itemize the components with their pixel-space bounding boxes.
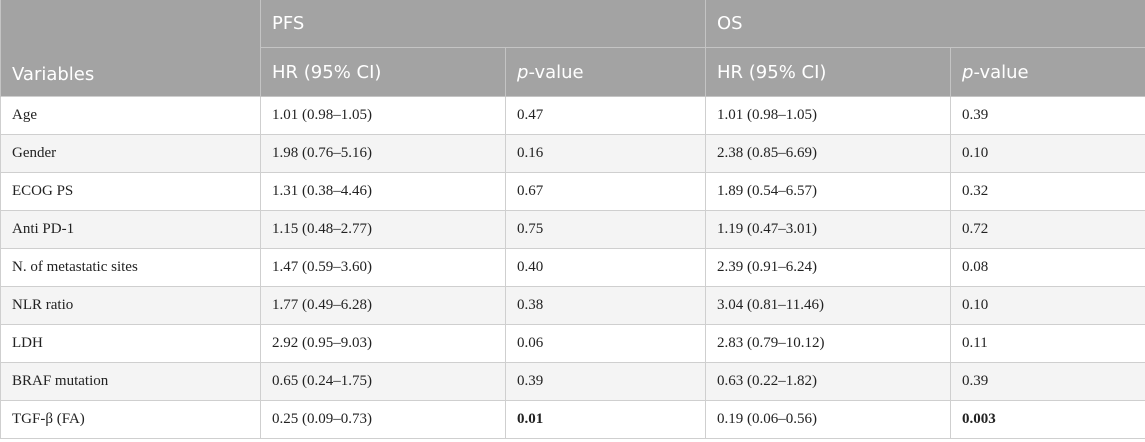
header-pfs-hr: HR (95% CI) <box>260 47 506 97</box>
cell-os-p: 0.10 <box>950 286 1145 325</box>
table-row: TGF-β (FA) 0.25 (0.09–0.73) 0.01 0.19 (0.06… <box>0 400 1145 439</box>
cell-variable: LDH <box>0 324 261 363</box>
header-os-hr: HR (95% CI) <box>705 47 952 97</box>
cell-variable: Age <box>0 96 261 135</box>
cell-os-p: 0.10 <box>950 134 1145 173</box>
cell-os-hr: 3.04 (0.81–11.46) <box>705 286 952 325</box>
table-row: BRAF mutation 0.65 (0.24–1.75) 0.39 0.63 (0… <box>0 362 1145 401</box>
cell-os-p: 0.32 <box>950 172 1145 211</box>
p-italic: p <box>517 61 529 83</box>
p-suffix: -value <box>528 61 584 83</box>
header-pfs: PFS <box>259 0 707 48</box>
cell-os-hr: 0.19 (0.06–0.56) <box>705 400 952 439</box>
cell-os-hr: 1.01 (0.98–1.05) <box>705 96 952 135</box>
cell-pfs-hr: 1.31 (0.38–4.46) <box>260 172 506 211</box>
header-os-p: p-value <box>950 47 1145 97</box>
cell-variable: TGF-β (FA) <box>0 400 261 439</box>
cell-pfs-hr: 1.77 (0.49–6.28) <box>260 286 506 325</box>
cell-pfs-p: 0.75 <box>504 210 707 249</box>
cell-os-p: 0.39 <box>950 362 1145 401</box>
header-pfs-p: p-value <box>504 47 707 97</box>
cell-pfs-p: 0.39 <box>504 362 707 401</box>
cell-pfs-hr: 2.92 (0.95–9.03) <box>260 324 506 363</box>
cell-variable: Anti PD-1 <box>0 210 261 249</box>
cell-os-p: 0.08 <box>950 248 1145 287</box>
cell-variable: BRAF mutation <box>0 362 261 401</box>
table-body: Age 1.01 (0.98–1.05) 0.47 1.01 (0.98–1.05) 0… <box>0 96 1145 439</box>
cell-os-hr: 0.63 (0.22–1.82) <box>705 362 952 401</box>
p-italic: p <box>962 61 974 83</box>
p-suffix: -value <box>973 61 1029 83</box>
table-row: Anti PD-1 1.15 (0.48–2.77) 0.75 1.19 (0.47–… <box>0 210 1145 249</box>
cell-pfs-hr: 1.47 (0.59–3.60) <box>260 248 506 287</box>
cell-os-p: 0.39 <box>950 96 1145 135</box>
cell-pfs-p: 0.38 <box>504 286 707 325</box>
header-variables: Variables <box>0 0 261 97</box>
header-group-row: Variables PFS OS <box>0 0 1145 97</box>
table-row: NLR ratio 1.77 (0.49–6.28) 0.38 3.04 (0.81–… <box>0 286 1145 325</box>
table-row: Gender 1.98 (0.76–5.16) 0.16 2.38 (0.85–6.6… <box>0 134 1145 173</box>
cell-variable: NLR ratio <box>0 286 261 325</box>
cell-pfs-hr: 1.15 (0.48–2.77) <box>260 210 506 249</box>
cell-os-hr: 2.39 (0.91–6.24) <box>705 248 952 287</box>
cell-pfs-p: 0.67 <box>504 172 707 211</box>
cell-os-hr: 2.38 (0.85–6.69) <box>705 134 952 173</box>
table-row: N. of metastatic sites 1.47 (0.59–3.60) 0.… <box>0 248 1145 287</box>
table-row: Age 1.01 (0.98–1.05) 0.47 1.01 (0.98–1.05) 0… <box>0 96 1145 135</box>
cell-pfs-hr: 1.01 (0.98–1.05) <box>260 96 506 135</box>
cell-pfs-p: 0.01 <box>504 400 707 439</box>
cell-os-hr: 2.83 (0.79–10.12) <box>705 324 952 363</box>
table-row: LDH 2.92 (0.95–9.03) 0.06 2.83 (0.79–10.12)… <box>0 324 1145 363</box>
cell-pfs-p: 0.06 <box>504 324 707 363</box>
table-row: ECOG PS 1.31 (0.38–4.46) 0.67 1.89 (0.54–6.… <box>0 172 1145 211</box>
cell-pfs-p: 0.40 <box>504 248 707 287</box>
table-header: Variables PFS OS HR (95% CI) p-value HR … <box>0 0 1145 97</box>
cell-pfs-p: 0.47 <box>504 96 707 135</box>
cell-variable: N. of metastatic sites <box>0 248 261 287</box>
cell-os-p: 0.11 <box>950 324 1145 363</box>
cell-variable: ECOG PS <box>0 172 261 211</box>
cell-pfs-hr: 1.98 (0.76–5.16) <box>260 134 506 173</box>
cell-os-hr: 1.89 (0.54–6.57) <box>705 172 952 211</box>
cell-os-hr: 1.19 (0.47–3.01) <box>705 210 952 249</box>
cell-pfs-hr: 0.65 (0.24–1.75) <box>260 362 506 401</box>
cell-os-p: 0.003 <box>950 400 1145 439</box>
header-os: OS <box>705 0 1145 48</box>
cell-pfs-hr: 0.25 (0.09–0.73) <box>260 400 506 439</box>
cell-pfs-p: 0.16 <box>504 134 707 173</box>
cell-os-p: 0.72 <box>950 210 1145 249</box>
cell-variable: Gender <box>0 134 261 173</box>
